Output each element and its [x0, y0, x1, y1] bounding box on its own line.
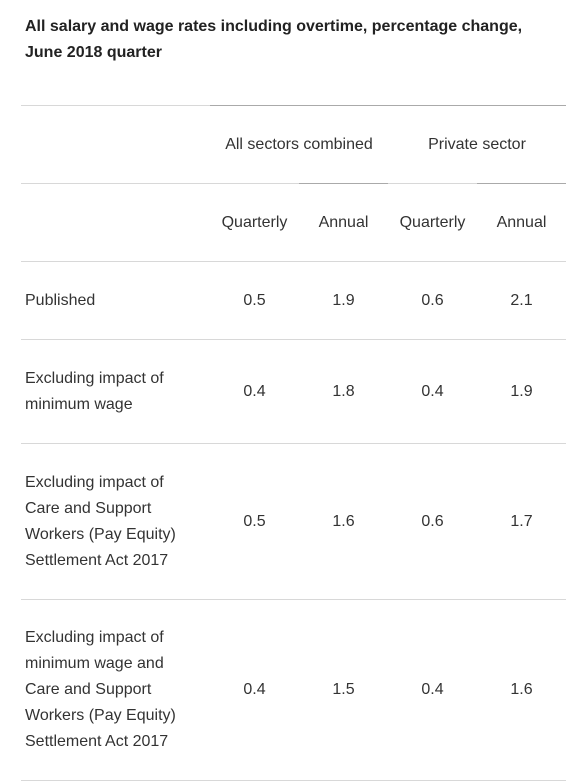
- value-cell: 0.4: [421, 681, 444, 698]
- title: All salary and wage rates including over…: [25, 18, 523, 61]
- value-cell: 0.5: [243, 291, 266, 309]
- empty-cell: [21, 184, 210, 262]
- subheader: Annual: [477, 183, 566, 262]
- subheader: Annual: [299, 183, 388, 262]
- table-row: Excluding impact of minimum wage 0.4 1.8 0.…: [21, 339, 566, 444]
- row-label: Excluding impact of minimum wage: [25, 369, 164, 413]
- table-row: Excluding impact of minimum wage and Car…: [21, 599, 566, 781]
- empty-cell: [21, 106, 210, 184]
- row-label-cell: Excluding impact of minimum wage and Car…: [21, 600, 210, 781]
- row-label: Excluding impact of Care and Support Wor…: [25, 473, 176, 569]
- value-cell: 0.4: [243, 382, 266, 400]
- value-cell: 1.9: [332, 291, 355, 309]
- value-cell: 1.8: [332, 382, 355, 400]
- value-cell: 1.5: [332, 681, 355, 698]
- value-cell: 0.6: [421, 291, 444, 309]
- value-cell: 0.5: [243, 512, 266, 530]
- value-cell: 0.6: [421, 512, 444, 530]
- value-cell: 1.6: [332, 512, 355, 530]
- value-cell: 0.4: [243, 681, 266, 698]
- group-header: Private sector: [388, 105, 566, 184]
- value-cell: 1.9: [510, 382, 533, 400]
- table-row: Excluding impact of Care and Support Wor…: [21, 443, 566, 600]
- row-label: Excluding impact of minimum wage and Car…: [25, 629, 176, 750]
- row-label-cell: Excluding impact of minimum wage: [21, 340, 210, 444]
- subheader-row: Quarterly Annual Quarterly Annual: [21, 183, 566, 262]
- value-cell: 0.4: [421, 382, 444, 400]
- group-header-row: All sectors combined Private sector: [21, 105, 566, 184]
- value-cell: 1.7: [510, 512, 533, 530]
- data-table: All sectors combined Private sector Quar…: [21, 105, 566, 781]
- row-label-cell: Published: [21, 262, 210, 340]
- subheader: Quarterly: [399, 213, 466, 231]
- value-cell: 1.6: [510, 681, 533, 698]
- row-label: Published: [25, 291, 96, 309]
- value-cell: 2.1: [510, 291, 533, 309]
- row-label-cell: Excluding impact of Care and Support Wor…: [21, 444, 210, 600]
- table-row: Published 0.5 1.9 0.6 2.1: [21, 261, 566, 340]
- subheader: Quarterly: [221, 213, 288, 231]
- group-header: All sectors combined: [210, 105, 388, 184]
